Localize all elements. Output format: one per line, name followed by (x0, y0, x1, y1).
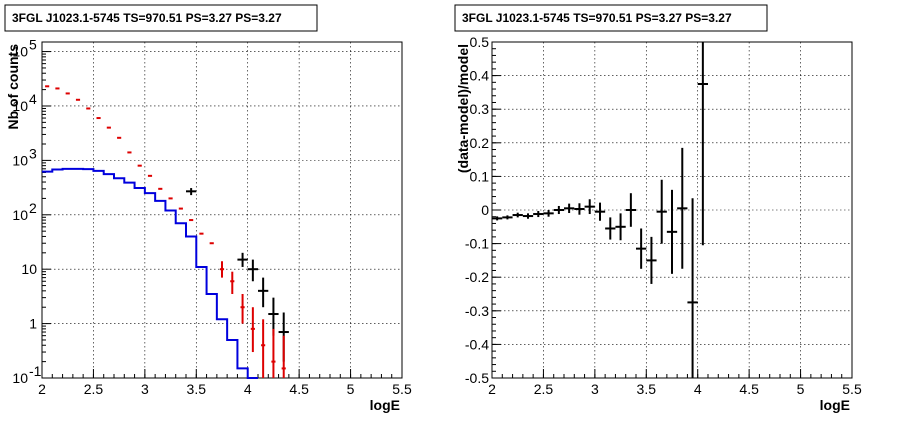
y-tick-label: -0.4 (465, 336, 489, 352)
x-tick-label: 5 (797, 381, 805, 397)
y-tick-label: -0.2 (465, 269, 489, 285)
residual-point (564, 203, 575, 214)
y-tick-label: 0.5 (470, 34, 490, 50)
x-tick-label: 4.5 (739, 381, 759, 397)
x-tick-label: 2.5 (84, 381, 104, 397)
title-box (4, 4, 318, 32)
x-tick-label: 3 (141, 381, 149, 397)
residual-point (646, 236, 657, 284)
counts-point (186, 188, 197, 196)
x-axis-title: logE (820, 397, 850, 413)
residual-point (533, 211, 544, 218)
residuals-panel: 3FGL J1023.1-5745 TS=970.51 PS=3.27 PS=3… (454, 4, 862, 413)
residual-point (574, 203, 585, 215)
y-tick-label-exponent: 5 (29, 37, 37, 53)
x-tick-label: 5 (347, 381, 355, 397)
residual-point (605, 217, 616, 240)
data-point (261, 319, 266, 378)
y-tick-label-base: 10 (12, 370, 28, 386)
residual-point (502, 215, 513, 220)
data-point (250, 307, 255, 353)
data-point (271, 328, 276, 378)
chart-title: 3FGL J1023.1-5745 TS=970.51 PS=3.27 PS=3… (462, 11, 732, 25)
plot-frame (41, 41, 403, 379)
counts-point (258, 277, 269, 308)
x-tick-label: 4 (244, 381, 252, 397)
x-tick-label: 4.5 (289, 381, 309, 397)
y-tick-label-base: 1 (29, 316, 37, 332)
y-tick-label: -0.1 (465, 236, 489, 252)
y-tick-label-base: 10 (12, 207, 28, 223)
y-tick-label: 0.3 (470, 101, 490, 117)
residual-point (512, 212, 523, 218)
x-tick-label: 3 (591, 381, 599, 397)
x-axis-title: logE (370, 397, 400, 413)
y-tick-label-exponent: 3 (29, 145, 37, 161)
residual-point (584, 199, 595, 215)
y-tick-label: -0.5 (465, 370, 489, 386)
residual-point (697, 42, 708, 246)
data-point (230, 271, 235, 294)
y-axis-title: Nb of counts (5, 44, 21, 130)
residual-point (636, 228, 647, 269)
y-tick-label-exponent: 4 (29, 91, 37, 107)
residual-point (522, 213, 534, 219)
y-tick-label-base: 10 (12, 98, 28, 114)
x-tick-label: 3.5 (637, 381, 657, 397)
y-tick-label-base: 10 (12, 152, 28, 168)
title-box (454, 4, 768, 32)
y-tick-label: 0.4 (470, 68, 490, 84)
x-tick-label: 2.5 (534, 381, 554, 397)
residual-point (625, 193, 636, 227)
y-tick-label-exponent: 2 (29, 200, 37, 216)
y-tick-label-base: 10 (21, 261, 37, 277)
data-point (240, 293, 245, 324)
chart-title: 3FGL J1023.1-5745 TS=970.51 PS=3.27 PS=3… (12, 11, 282, 25)
counts-point (247, 259, 258, 282)
y-tick-label: 0.1 (470, 168, 490, 184)
residual-point (687, 198, 698, 378)
residual-point (615, 213, 626, 241)
y-axis-title: (data-model)/model (455, 44, 471, 173)
y-tick-label-exponent: -1 (29, 363, 42, 379)
residual-point (543, 210, 554, 217)
y-tick-label: -0.3 (465, 303, 489, 319)
y-tick-label: 0.2 (470, 135, 490, 151)
data-point (219, 261, 225, 278)
x-tick-label: 3.5 (187, 381, 207, 397)
residual-point (656, 179, 667, 244)
residual-point (677, 147, 688, 269)
y-tick-label: 0 (481, 202, 489, 218)
counts-point (237, 252, 248, 267)
x-tick-label: 2 (38, 381, 46, 397)
counts-spectrum-panel: 3FGL J1023.1-5745 TS=970.51 PS=3.27 PS=3… (4, 4, 412, 413)
data-point (281, 335, 286, 378)
residual-point (553, 205, 564, 215)
residual-point (594, 202, 606, 221)
y-tick-label-base: 10 (12, 44, 28, 60)
x-tick-label: 4 (694, 381, 702, 397)
residual-point (666, 189, 678, 274)
residual-point (492, 216, 503, 221)
x-tick-label: 2 (488, 381, 496, 397)
x-tick-label: 5.5 (842, 381, 862, 397)
x-tick-label: 5.5 (392, 381, 412, 397)
model-histogram-line (42, 167, 258, 379)
